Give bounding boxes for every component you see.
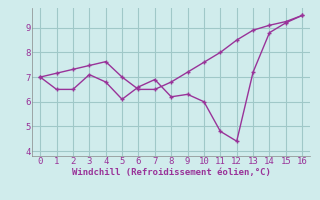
X-axis label: Windchill (Refroidissement éolien,°C): Windchill (Refroidissement éolien,°C) (72, 168, 271, 177)
